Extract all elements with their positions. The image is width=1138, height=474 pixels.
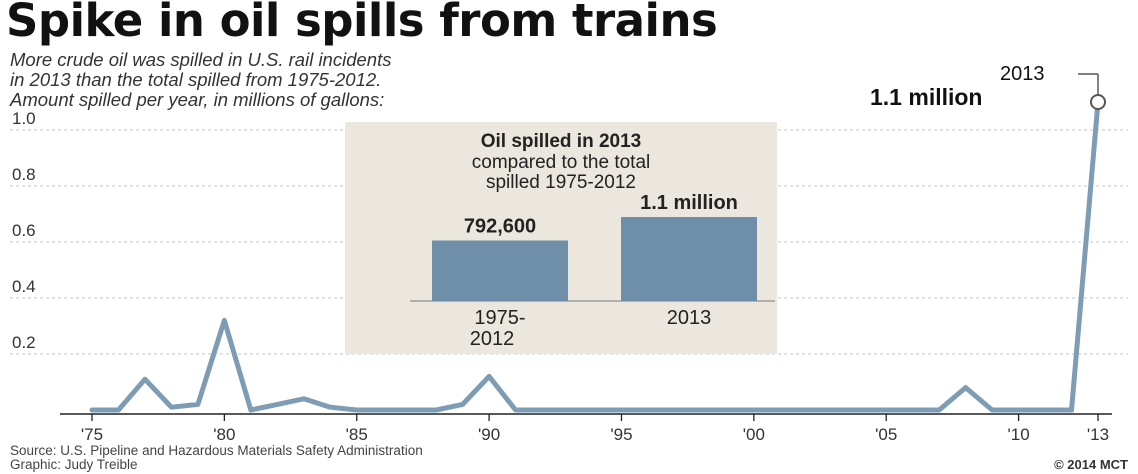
callout-marker xyxy=(1090,94,1106,110)
y-tick-label: 0.4 xyxy=(12,277,36,296)
data-point xyxy=(672,408,677,412)
data-point xyxy=(142,377,147,382)
data-point xyxy=(937,408,942,412)
y-tick-label: 0.2 xyxy=(12,333,36,352)
inset-category-label: 2013 xyxy=(667,307,712,329)
data-point xyxy=(248,408,253,412)
x-tick-label: '90 xyxy=(478,425,500,444)
data-point xyxy=(275,402,280,407)
data-point xyxy=(116,408,121,412)
data-point xyxy=(540,408,545,412)
data-point xyxy=(963,385,968,390)
x-tick-label: '13 xyxy=(1087,425,1109,444)
inset-title-line: compared to the total xyxy=(472,152,651,173)
x-tick-label: '05 xyxy=(875,425,897,444)
data-point xyxy=(1016,408,1021,412)
subtitle-line: Amount spilled per year, in millions of … xyxy=(10,89,385,110)
x-tick-label: '80 xyxy=(213,425,235,444)
data-point xyxy=(778,408,783,412)
data-point xyxy=(831,408,836,412)
y-tick-label: 0.8 xyxy=(12,165,36,184)
data-point xyxy=(990,408,995,412)
y-tick-label: 0.6 xyxy=(12,221,36,240)
x-tick-label: '00 xyxy=(743,425,765,444)
data-point xyxy=(1069,408,1074,412)
data-point xyxy=(698,408,703,412)
data-point xyxy=(354,408,359,412)
data-point xyxy=(381,408,386,412)
data-point xyxy=(619,408,624,412)
data-point xyxy=(434,408,439,412)
data-point xyxy=(513,408,518,412)
inset-bar-value-label: 792,600 xyxy=(464,215,536,237)
copyright: © 2014 MCT xyxy=(1054,457,1128,472)
data-point xyxy=(1043,408,1048,412)
data-point xyxy=(725,408,730,412)
data-point xyxy=(566,408,571,412)
inset-title-line: spilled 1975-2012 xyxy=(486,172,636,193)
callout-value: 1.1 million xyxy=(870,84,983,110)
data-point xyxy=(328,405,333,410)
data-point xyxy=(301,396,306,401)
data-point xyxy=(195,402,200,407)
data-point xyxy=(645,408,650,412)
subtitle-line: More crude oil was spilled in U.S. rail … xyxy=(10,49,392,70)
y-axis: 0.2 0.4 0.6 0.8 1.0 xyxy=(12,109,36,352)
data-point xyxy=(910,408,915,412)
y-tick-label: 1.0 xyxy=(12,109,36,128)
callout-year: 2013 xyxy=(1000,63,1045,85)
chart-subtitle: More crude oil was spilled in U.S. rail … xyxy=(10,50,391,110)
chart-title: Spike in oil spills from trains xyxy=(6,0,718,47)
x-axis: '75 '80 '85 '90 '95 '00 '05 '10 '13 xyxy=(81,414,1109,444)
data-point xyxy=(487,374,492,379)
data-point xyxy=(857,408,862,412)
data-point xyxy=(460,402,465,407)
inset-category-label: 1975-2012 xyxy=(470,307,526,350)
data-point xyxy=(169,405,174,410)
inset-bar xyxy=(621,217,757,301)
inset-bar-chart: Oil spilled in 2013 compared to the tota… xyxy=(345,122,777,354)
inset-bar xyxy=(432,240,568,301)
data-point xyxy=(804,408,809,412)
inset-title-line: Oil spilled in 2013 xyxy=(481,131,642,152)
x-tick-label: '75 xyxy=(81,425,103,444)
inset-bar-value-label: 1.1 million xyxy=(640,192,738,214)
data-point xyxy=(751,408,756,412)
data-point xyxy=(222,318,227,323)
source-text: Source: U.S. Pipeline and Hazardous Mate… xyxy=(10,443,423,458)
x-tick-label: '95 xyxy=(610,425,632,444)
x-tick-label: '85 xyxy=(346,425,368,444)
x-tick-label: '10 xyxy=(1008,425,1030,444)
data-point xyxy=(884,408,889,412)
source-note: Source: U.S. Pipeline and Hazardous Mate… xyxy=(10,444,423,472)
data-point xyxy=(407,408,412,412)
data-point xyxy=(90,408,94,412)
subtitle-line: in 2013 than the total spilled from 1975… xyxy=(10,69,382,90)
data-point xyxy=(593,408,597,412)
graphic-credit: Graphic: Judy Treible xyxy=(10,457,138,472)
